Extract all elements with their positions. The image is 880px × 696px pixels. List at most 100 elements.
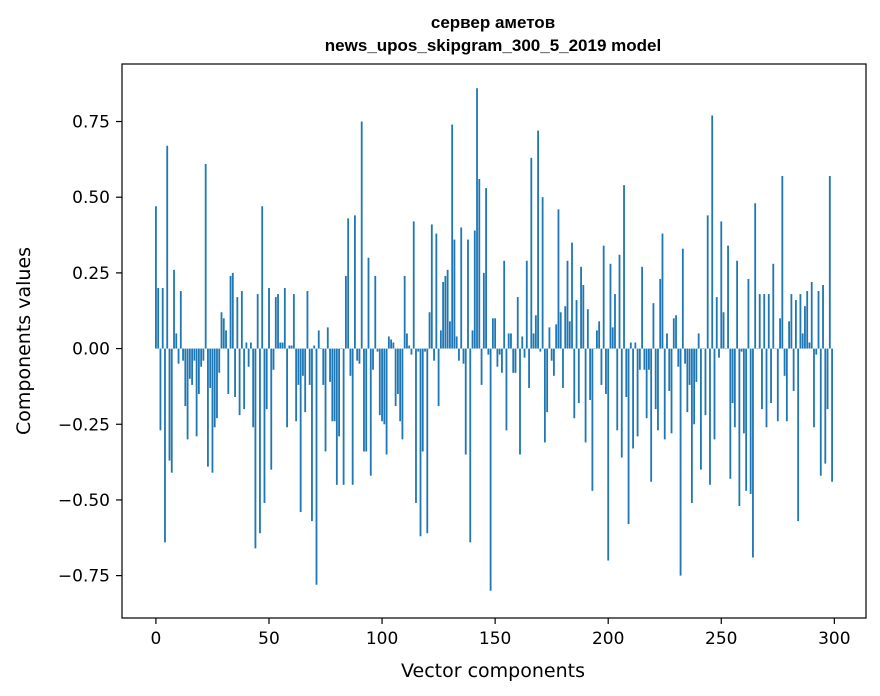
bar-109 bbox=[401, 348, 404, 440]
bar-181 bbox=[564, 306, 567, 349]
bar-71 bbox=[315, 348, 318, 585]
bar-62 bbox=[295, 348, 298, 422]
bar-261 bbox=[745, 348, 748, 491]
bar-201 bbox=[609, 263, 612, 349]
bar-240 bbox=[697, 333, 700, 349]
bar-245 bbox=[709, 348, 711, 485]
bar-219 bbox=[650, 348, 653, 482]
bar-238 bbox=[693, 348, 696, 425]
x-tick-label: 200 bbox=[592, 629, 624, 649]
bar-134 bbox=[458, 348, 460, 361]
bar-7 bbox=[170, 348, 173, 473]
x-tick-label: 250 bbox=[705, 629, 737, 649]
bar-285 bbox=[799, 294, 802, 349]
bar-173 bbox=[546, 348, 549, 413]
bar-199 bbox=[605, 348, 607, 394]
bar-87 bbox=[351, 348, 354, 485]
bar-192 bbox=[589, 348, 592, 401]
bar-48 bbox=[263, 348, 266, 503]
bar-78 bbox=[331, 348, 334, 422]
bar-51 bbox=[270, 348, 273, 470]
bar-194 bbox=[593, 348, 596, 350]
bar-175 bbox=[550, 348, 553, 361]
bar-31 bbox=[225, 330, 227, 349]
bar-49 bbox=[265, 348, 268, 410]
bar-146 bbox=[485, 188, 487, 349]
bar-299 bbox=[831, 348, 833, 482]
bar-12 bbox=[182, 348, 184, 361]
y-tick-label: −0.25 bbox=[58, 415, 110, 435]
bar-232 bbox=[679, 348, 682, 576]
bar-291 bbox=[813, 348, 815, 428]
bar-224 bbox=[661, 233, 664, 349]
bar-160 bbox=[516, 297, 519, 349]
bar-126 bbox=[439, 330, 442, 349]
bar-165 bbox=[528, 348, 530, 388]
bar-45 bbox=[256, 294, 259, 349]
bar-212 bbox=[634, 342, 637, 349]
bars-group bbox=[155, 88, 833, 591]
bar-193 bbox=[591, 348, 594, 491]
bar-267 bbox=[758, 294, 761, 349]
bar-22 bbox=[204, 163, 207, 349]
bar-107 bbox=[396, 348, 399, 394]
bar-148 bbox=[489, 348, 492, 591]
bar-255 bbox=[731, 348, 734, 404]
bar-66 bbox=[304, 348, 307, 413]
bar-118 bbox=[421, 348, 424, 452]
bar-21 bbox=[202, 348, 205, 361]
bar-183 bbox=[568, 321, 571, 349]
bar-284 bbox=[797, 348, 800, 522]
bar-295 bbox=[822, 284, 824, 349]
bar-149 bbox=[491, 318, 494, 349]
bar-130 bbox=[449, 321, 451, 349]
bar-38 bbox=[240, 291, 243, 349]
bar-205 bbox=[618, 254, 621, 349]
bar-251 bbox=[722, 312, 725, 349]
bar-143 bbox=[478, 179, 481, 349]
bar-111 bbox=[406, 333, 408, 349]
bar-170 bbox=[539, 348, 542, 352]
bar-114 bbox=[412, 221, 415, 349]
bar-246 bbox=[711, 115, 714, 349]
bar-257 bbox=[736, 260, 739, 349]
bar-74 bbox=[322, 348, 325, 385]
x-tick-label: 50 bbox=[258, 629, 280, 649]
bar-225 bbox=[663, 348, 666, 440]
bar-132 bbox=[453, 239, 456, 349]
bar-276 bbox=[779, 318, 781, 349]
bar-108 bbox=[399, 348, 402, 422]
bar-69 bbox=[311, 348, 313, 522]
bar-252 bbox=[724, 348, 727, 350]
bar-208 bbox=[625, 348, 628, 398]
bar-81 bbox=[338, 348, 340, 437]
bar-17 bbox=[193, 348, 196, 361]
y-axis: −0.75 −0.50 −0.25 0.00 0.25 0.50 0.75 bbox=[58, 113, 122, 587]
bar-203 bbox=[614, 294, 616, 349]
bar-254 bbox=[729, 348, 732, 479]
bar-283 bbox=[794, 300, 797, 349]
bar-112 bbox=[408, 345, 411, 349]
bar-136 bbox=[462, 348, 465, 364]
bar-216 bbox=[643, 348, 646, 370]
bar-233 bbox=[681, 248, 684, 349]
bar-54 bbox=[277, 294, 279, 349]
bar-76 bbox=[326, 327, 329, 349]
bar-157 bbox=[510, 333, 512, 349]
bar-65 bbox=[302, 348, 304, 376]
bar-207 bbox=[623, 185, 625, 349]
bar-42 bbox=[250, 342, 252, 349]
bar-105 bbox=[392, 342, 395, 349]
bar-262 bbox=[747, 278, 750, 349]
bar-119 bbox=[424, 348, 426, 352]
bar-250 bbox=[720, 221, 723, 349]
bar-281 bbox=[790, 294, 793, 349]
bar-50 bbox=[268, 288, 270, 349]
bar-179 bbox=[559, 312, 562, 349]
bar-92 bbox=[363, 348, 365, 452]
bar-239 bbox=[695, 348, 698, 382]
bar-196 bbox=[598, 321, 601, 349]
bar-52 bbox=[272, 348, 275, 370]
bar-231 bbox=[677, 348, 680, 367]
bar-23 bbox=[207, 348, 209, 467]
